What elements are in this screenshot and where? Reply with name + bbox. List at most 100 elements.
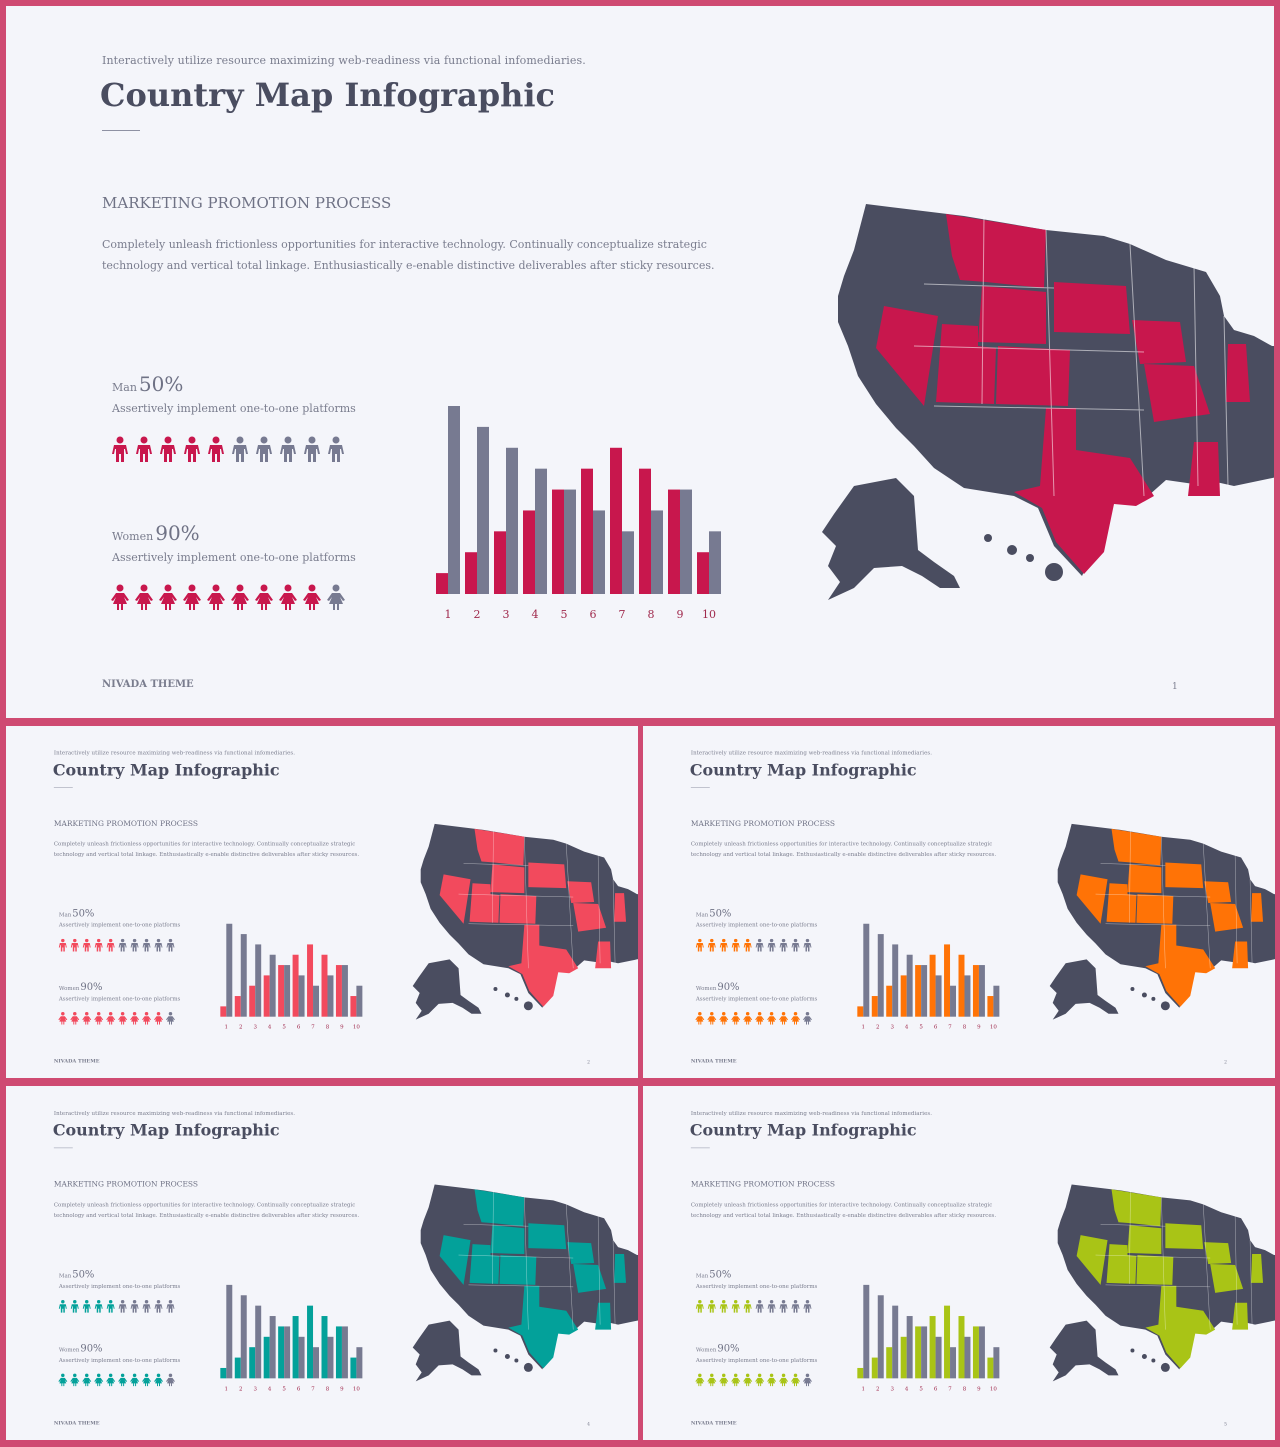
map-state-south-dakota: [528, 862, 567, 889]
map-state-nevada: [439, 1235, 471, 1285]
x-tick-label: 6: [934, 1386, 938, 1392]
x-tick-label: 8: [963, 1386, 967, 1392]
man-text: Assertively implement one-to-one platfor…: [112, 402, 356, 415]
page-number: 4: [587, 1422, 591, 1428]
map-state-mississippi: [1232, 941, 1249, 969]
bar-7-series-1: [610, 447, 622, 594]
slide-kicker: Interactively utilize resource maximizin…: [102, 54, 586, 67]
bar-5-series-1: [915, 965, 922, 1017]
map-state-indiana: [614, 893, 627, 922]
x-tick-label: 10: [353, 1386, 360, 1392]
bar-7-series-2: [313, 1347, 320, 1379]
map-state-indiana: [1226, 344, 1250, 402]
bar-4-series-2: [906, 954, 913, 1017]
bar-5-series-1: [552, 489, 564, 594]
slide-4[interactable]: Interactively utilize resource maximizin…: [6, 1086, 638, 1440]
women-stat: Women90% Assertively implement one-to-on…: [696, 1342, 818, 1363]
map-state-colorado: [1136, 1255, 1174, 1285]
slide-kicker: Interactively utilize resource maximizin…: [53, 749, 296, 757]
map-state-mississippi: [1232, 1302, 1249, 1330]
map-state-missouri: [1210, 902, 1244, 932]
woman-person-icon: [111, 584, 129, 610]
women-stat: Women90% Assertively implement one-to-on…: [696, 981, 818, 1002]
bar-chart: 1 2 3 4 5 6 7 8 9 10: [220, 923, 363, 1031]
map-state-iowa: [1204, 1242, 1232, 1264]
woman-person-icon: [767, 1012, 777, 1025]
map-state-colorado: [499, 1255, 537, 1285]
bar-10-series-1: [350, 1357, 357, 1379]
slide-1[interactable]: Interactively utilize resource maximizin…: [6, 6, 1274, 718]
woman-person-icon: [719, 1012, 729, 1025]
x-tick-label: 9: [340, 1386, 344, 1392]
bar-10-series-1: [987, 996, 994, 1017]
x-tick-label: 3: [890, 1386, 894, 1392]
bar-1-series-2: [448, 406, 460, 594]
bar-2-series-1: [234, 1357, 241, 1379]
woman-person-icon: [159, 584, 177, 610]
woman-person-icon: [106, 1373, 116, 1387]
man-person-icon: [94, 1300, 103, 1313]
man-person-icon: [280, 436, 296, 462]
x-tick-label: 10: [353, 1025, 360, 1031]
page-number: 1: [1172, 682, 1178, 692]
woman-person-icon: [791, 1012, 801, 1025]
bar-5-series-2: [564, 489, 576, 594]
bar-8-series-1: [321, 954, 328, 1017]
bar-7-series-1: [307, 944, 314, 1017]
x-tick-label: 7: [948, 1386, 952, 1392]
bar-5-series-2: [284, 965, 291, 1017]
map-state-iowa: [1132, 320, 1186, 364]
woman-person-icon: [779, 1012, 789, 1025]
x-tick-label: 5: [282, 1386, 286, 1392]
map-alaska: [412, 959, 482, 1020]
slide-title: Country Map Infographic: [52, 1120, 280, 1140]
bar-10-series-2: [356, 1347, 363, 1379]
bar-9-series-2: [341, 1326, 348, 1379]
man-person-icon: [154, 938, 163, 952]
map-state-colorado: [1136, 894, 1174, 924]
bar-5-series-2: [921, 965, 928, 1017]
bar-8-series-2: [964, 1336, 971, 1379]
women-label: Women: [58, 985, 80, 992]
x-tick-label: 8: [963, 1025, 967, 1031]
map-state-utah: [1106, 1244, 1137, 1284]
woman-person-icon: [130, 1012, 140, 1025]
map-state-utah: [469, 883, 500, 923]
man-person-icon: [154, 1300, 163, 1313]
man-person-icon: [755, 1300, 764, 1313]
section-heading: MARKETING PROMOTION PROCESS: [690, 818, 836, 828]
man-person-icon: [767, 938, 776, 952]
section-description: Completely unleash frictionless opportun…: [690, 840, 997, 858]
bar-3-series-1: [886, 985, 893, 1017]
bar-8-series-1: [958, 1316, 965, 1379]
map-state-mississippi: [595, 941, 612, 969]
bar-7-series-1: [307, 1305, 314, 1379]
man-stat: Man50% Assertively implement one-to-one …: [696, 1268, 818, 1289]
slide-5[interactable]: Interactively utilize resource maximizin…: [643, 1086, 1275, 1440]
map-state-utah: [936, 324, 996, 404]
man-label: Man: [695, 1272, 709, 1279]
bar-1-series-2: [863, 1284, 870, 1379]
slide-2[interactable]: Interactively utilize resource maximizin…: [6, 726, 638, 1078]
man-person-icon: [142, 938, 151, 952]
man-percent: 50%: [72, 1267, 95, 1280]
man-person-icon: [256, 436, 272, 462]
page-number: 2: [1224, 1060, 1228, 1066]
bar-4-series-2: [269, 1316, 276, 1379]
woman-person-icon: [118, 1012, 128, 1025]
bar-4-series-2: [906, 1316, 913, 1379]
man-text: Assertively implement one-to-one platfor…: [695, 921, 818, 929]
x-tick-label: 1: [225, 1025, 228, 1031]
bar-2-series-2: [477, 426, 489, 594]
slide-3[interactable]: Interactively utilize resource maximizin…: [643, 726, 1275, 1078]
bar-10-series-1: [350, 996, 357, 1017]
bar-3-series-2: [506, 447, 518, 594]
woman-person-icon: [255, 584, 273, 610]
map-state-wyoming: [490, 864, 525, 894]
man-icon-row: [695, 1300, 813, 1313]
man-person-icon: [70, 938, 79, 952]
bar-1-series-1: [220, 1006, 227, 1017]
title-divider: [102, 130, 140, 131]
map-state-wyoming: [490, 1225, 525, 1255]
map-state-south-dakota: [1054, 282, 1130, 334]
